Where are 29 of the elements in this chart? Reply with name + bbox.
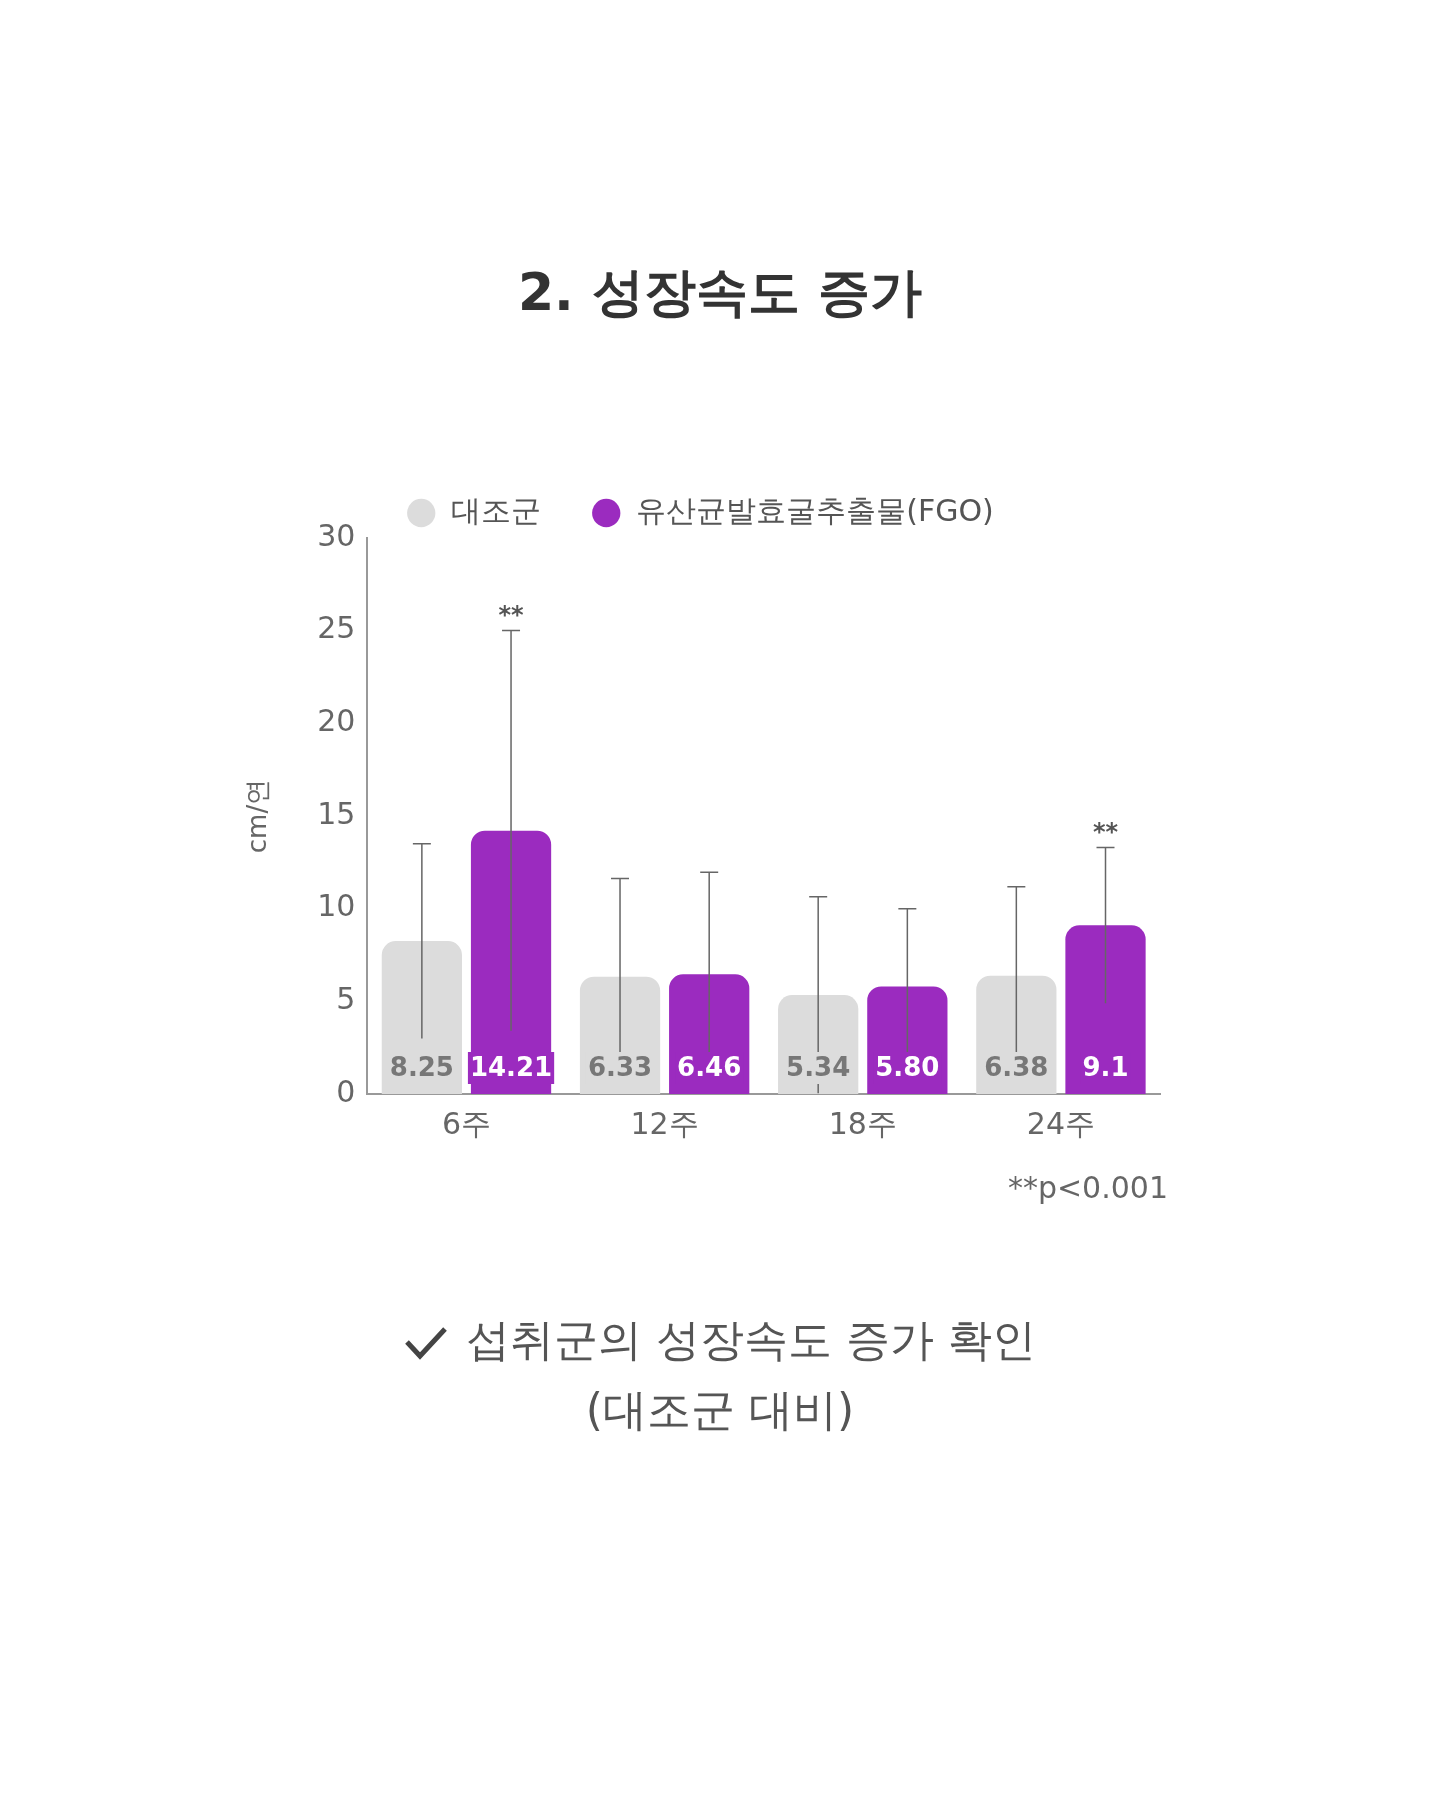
- data-label: 14.21: [469, 1051, 553, 1082]
- y-tick-label: 25: [317, 610, 356, 646]
- legend-label: 대조군: [451, 492, 542, 528]
- data-label: 6.46: [677, 1051, 742, 1082]
- x-tick-label: 12주: [630, 1105, 699, 1141]
- chart-title: 2. 성장속도 증가: [516, 261, 924, 324]
- x-tick-label: 6주: [441, 1105, 491, 1141]
- data-label: 5.34: [786, 1051, 851, 1082]
- data-label: 6.38: [984, 1051, 1049, 1082]
- data-label: 6.33: [587, 1051, 653, 1082]
- data-label: 9.1: [1082, 1051, 1129, 1082]
- y-tick-label: 20: [317, 703, 356, 739]
- text: 섭취군의 성장속도 증가 확인: [466, 1314, 1036, 1365]
- data-label: 5.80: [875, 1051, 940, 1082]
- annotation: **: [1092, 817, 1119, 846]
- y-tick-label: 5: [336, 981, 356, 1017]
- bar: [1065, 925, 1146, 1094]
- y-tick-label: 0: [336, 1073, 356, 1109]
- y-tick-label: 10: [317, 888, 356, 924]
- annotation: **: [498, 600, 525, 629]
- text: **p<0.001: [1006, 1170, 1168, 1205]
- y-axis-title: cm/연: [242, 778, 273, 854]
- y-tick-label: 15: [317, 795, 356, 831]
- x-tick-label: 18주: [828, 1105, 897, 1141]
- x-tick-label: 24주: [1026, 1105, 1096, 1141]
- text: (대조군 대비): [585, 1384, 855, 1436]
- data-label: 8.25: [389, 1051, 454, 1082]
- legend-label: 유산균발효굴추출물(FGO): [636, 492, 994, 528]
- y-tick-label: 30: [317, 517, 356, 553]
